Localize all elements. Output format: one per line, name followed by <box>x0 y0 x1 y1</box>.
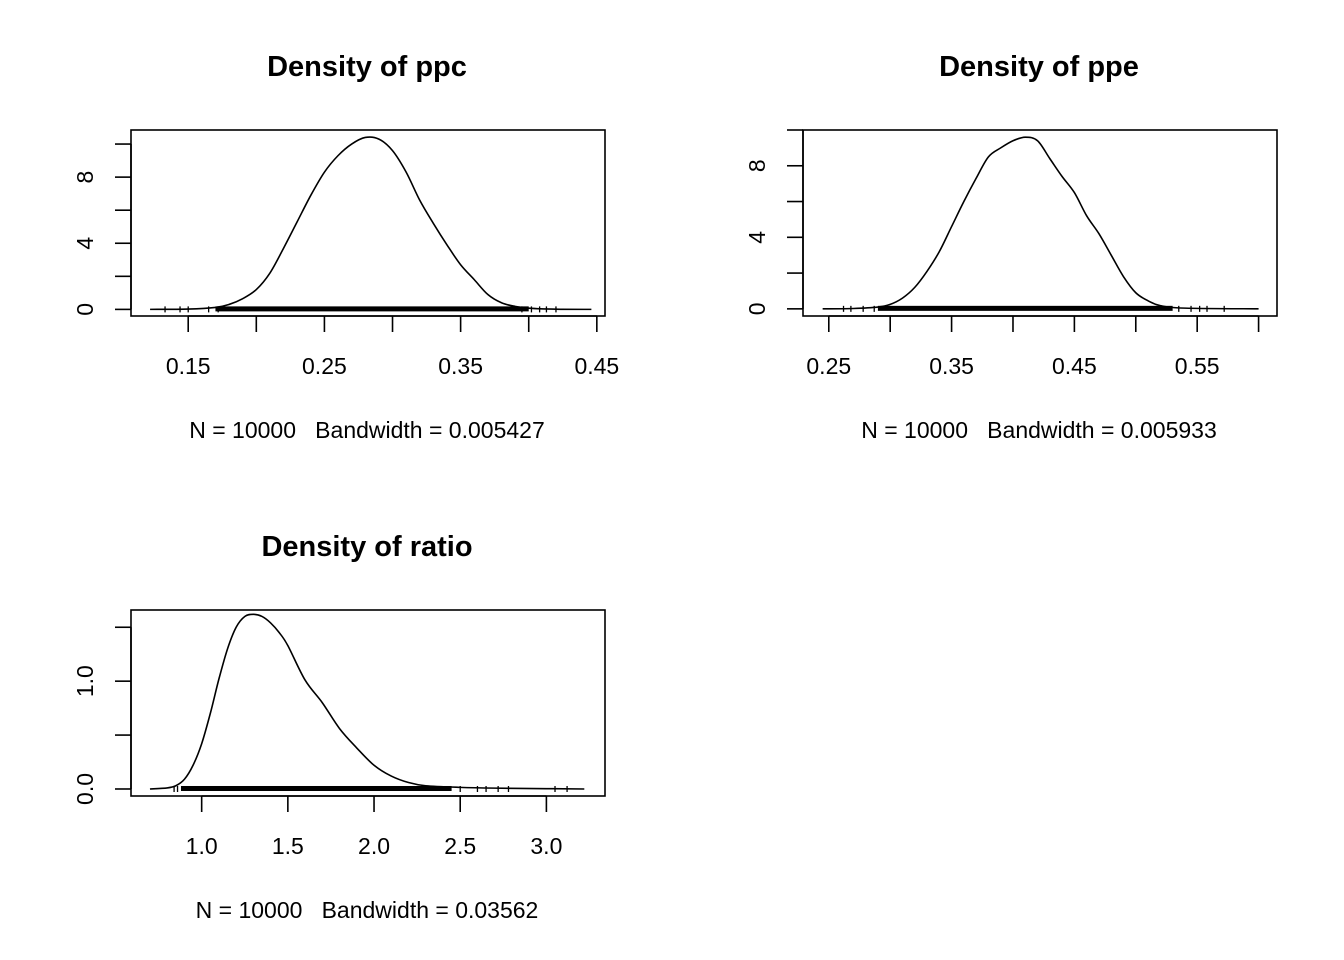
x-tick-label: 0.15 <box>166 353 211 379</box>
y-tick-label: 1.0 <box>72 665 98 697</box>
panel-title: Density of ppe <box>939 51 1139 83</box>
x-axis: 0.15 0.25 0.35 0.45 <box>166 315 619 379</box>
x-axis: 1.0 1.5 2.0 2.5 3.0 <box>186 795 562 859</box>
y-tick-label: 4 <box>72 237 98 250</box>
x-tick-label: 1.5 <box>272 833 304 859</box>
x-axis-subtitle: N = 10000 Bandwidth = 0.03562 <box>196 897 539 923</box>
y-tick-label: 4 <box>744 231 770 244</box>
plot-frame <box>130 129 606 317</box>
y-tick-label: 0 <box>744 302 770 315</box>
x-tick-label: 3.0 <box>530 833 562 859</box>
x-axis: 0.25 0.35 0.45 0.55 <box>806 315 1260 379</box>
x-tick-label: 0.35 <box>929 353 974 379</box>
panel-title: Density of ratio <box>261 531 472 563</box>
rug-marks <box>164 306 557 313</box>
plot-frame <box>130 609 606 797</box>
x-tick-label: 0.25 <box>302 353 347 379</box>
panel-ppe: Density of ppe 0.25 0.35 0.45 0.55 0 4 8 N = … <box>744 51 1278 443</box>
density-line <box>822 136 1259 310</box>
density-line <box>149 613 585 790</box>
panel-ratio: Density of ratio 1.0 1.5 2.0 2.5 3.0 0.0 1.0 … <box>72 531 606 923</box>
y-tick-label: 0.0 <box>72 773 98 805</box>
x-tick-label: 0.35 <box>438 353 483 379</box>
y-tick-label: 8 <box>744 159 770 172</box>
x-tick-label: 0.45 <box>1052 353 1097 379</box>
x-tick-label: 0.25 <box>806 353 851 379</box>
rug-band <box>877 305 1173 311</box>
y-axis: 0.0 1.0 <box>72 626 132 805</box>
panel-ppc: Density of ppc 0.15 0.25 0.35 0.45 0 4 8 N = … <box>72 51 619 443</box>
panel-title: Density of ppc <box>267 51 467 83</box>
x-tick-label: 2.0 <box>358 833 390 859</box>
density-line <box>150 136 592 311</box>
y-tick-label: 8 <box>72 171 98 184</box>
x-tick-label: 0.55 <box>1175 353 1220 379</box>
x-tick-label: 1.0 <box>186 833 218 859</box>
y-tick-label: 0 <box>72 303 98 316</box>
x-tick-label: 2.5 <box>444 833 476 859</box>
plot-frame <box>802 129 1278 317</box>
x-axis-subtitle: N = 10000 Bandwidth = 0.005427 <box>189 417 545 443</box>
x-axis-subtitle: N = 10000 Bandwidth = 0.005933 <box>861 417 1217 443</box>
x-tick-label: 0.45 <box>574 353 619 379</box>
rug-band <box>180 785 452 791</box>
y-axis: 0 4 8 <box>72 143 132 316</box>
rug-band <box>215 306 529 312</box>
y-axis: 0 4 8 <box>744 129 804 315</box>
